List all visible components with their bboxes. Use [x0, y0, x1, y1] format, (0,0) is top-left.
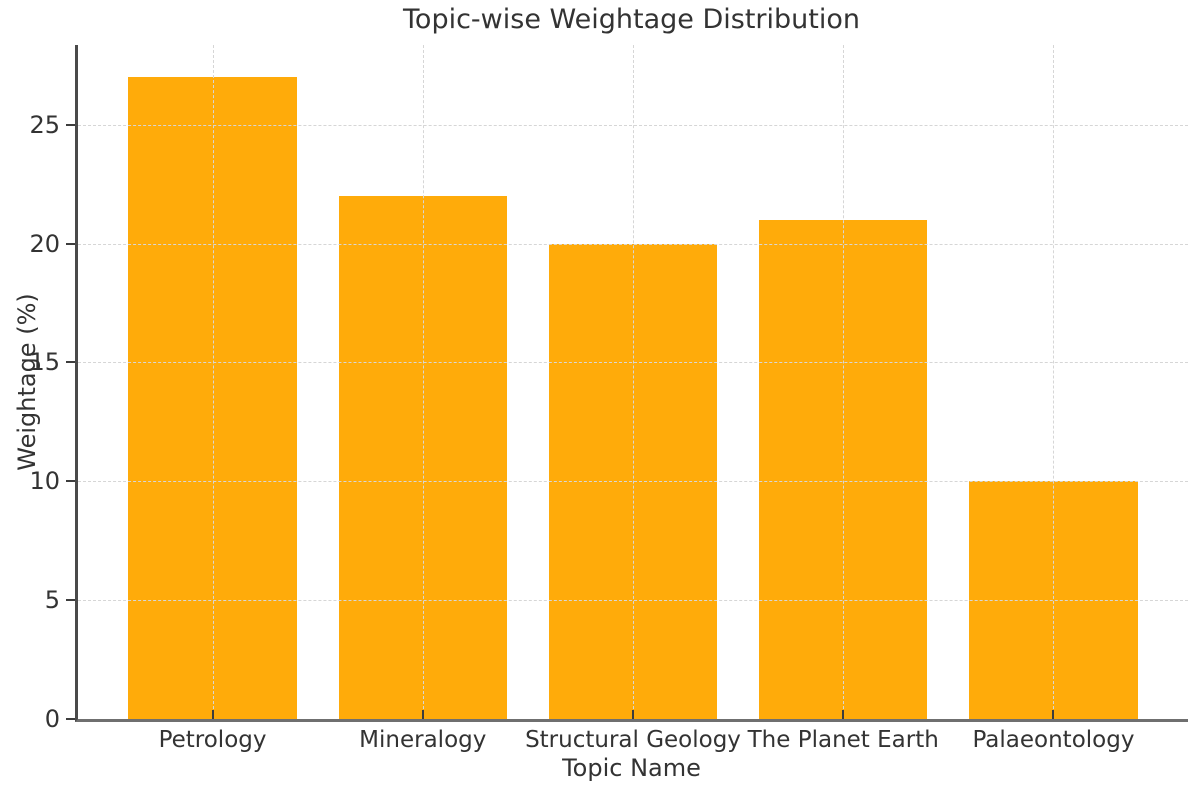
x-tick-label-mineralogy: Mineralogy	[359, 727, 487, 753]
y-axis-label: Weightage (%)	[13, 293, 41, 471]
x-tick-mark-structural-geology	[632, 710, 634, 719]
plot-area: 0 5 10 15 20 25 Petrology Mineralogy Structural …	[29, 45, 1188, 753]
v-gridline-mineralogy	[422, 45, 424, 719]
x-tick-label-petrology: Petrology	[158, 727, 267, 753]
y-tick-mark-25	[66, 123, 75, 126]
x-axis-label: Topic Name	[562, 754, 701, 782]
chart-title: Topic-wise Weightage Distribution	[403, 4, 860, 35]
x-tick-label-palaeontology: Palaeontology	[972, 727, 1135, 753]
x-tick-label-the-planet-earth: The Planet Earth	[747, 727, 939, 753]
x-tick-mark-mineralogy	[421, 710, 424, 719]
y-tick-label-25: 25	[29, 110, 60, 139]
x-tick-mark-palaeontology	[1052, 710, 1055, 719]
v-gridline-palaeontology	[1053, 45, 1055, 719]
x-tick-mark-the-planet-earth	[842, 710, 845, 719]
y-tick-mark-5	[66, 599, 75, 602]
y-tick-label-5: 5	[44, 586, 60, 615]
x-tick-label-structural-geology: Structural Geology	[525, 727, 741, 753]
v-gridline-the-planet-earth	[843, 45, 845, 719]
y-tick-label-15: 15	[29, 348, 60, 377]
x-tick-mark-petrology	[211, 710, 214, 719]
y-tick-mark-15	[66, 361, 75, 364]
y-tick-mark-0	[66, 718, 75, 720]
y-tick-label-20: 20	[29, 229, 60, 258]
v-gridline-structural-geology	[633, 45, 634, 719]
y-tick-label-0: 0	[44, 705, 60, 733]
bar-the-planet-earth	[759, 219, 928, 719]
v-gridline-petrology	[212, 45, 214, 719]
y-tick-mark-20	[66, 242, 75, 245]
y-tick-mark-10	[66, 480, 75, 483]
bar-mineralogy	[338, 195, 507, 719]
y-tick-label-10: 10	[29, 467, 60, 496]
